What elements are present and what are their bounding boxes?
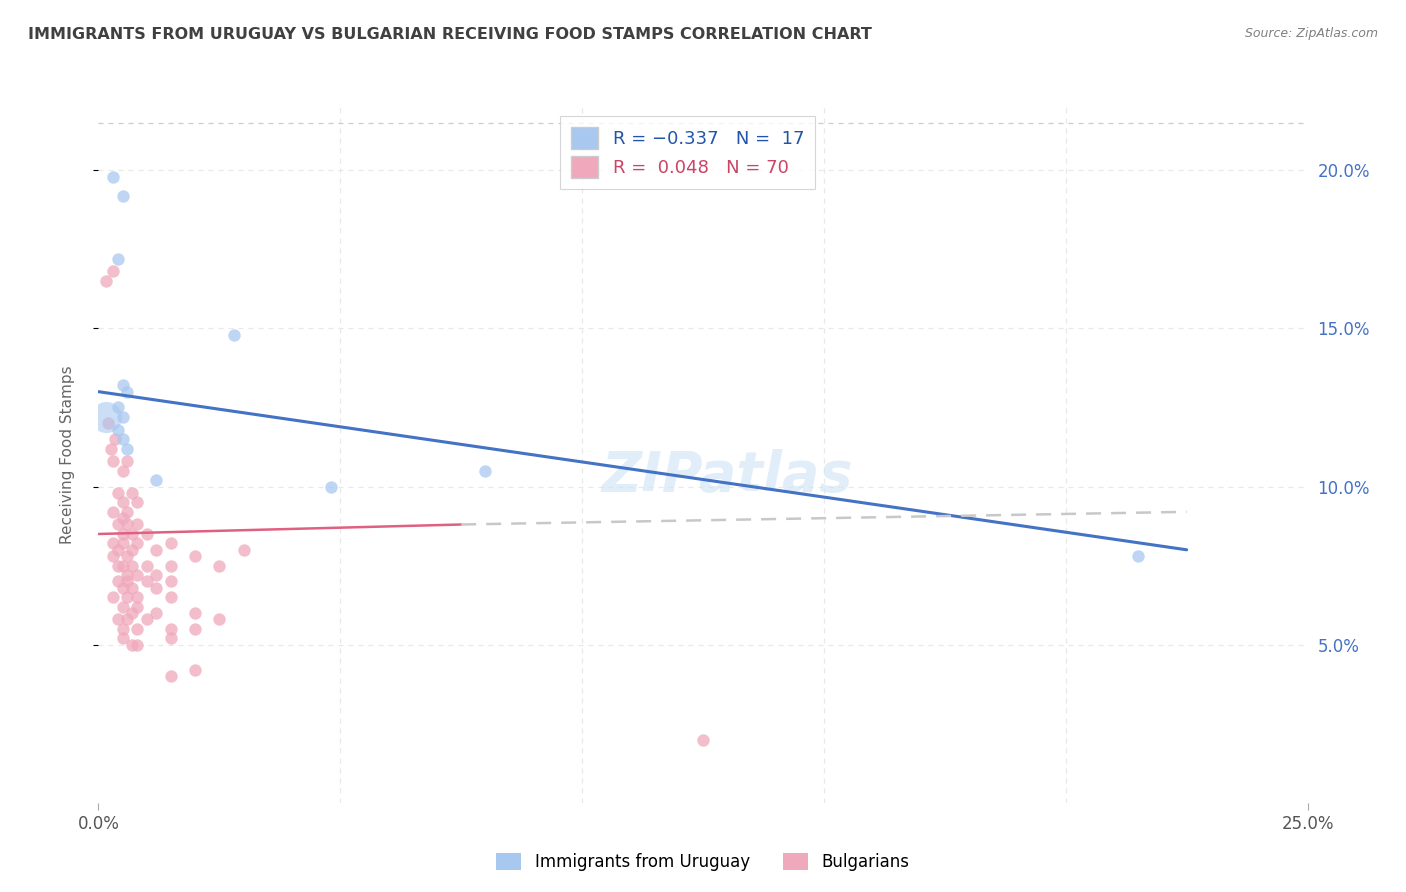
Point (101, 505, 124, 519)
Point (184, 606, 207, 620)
Point (117, 505, 139, 519)
Point (111, 599, 134, 614)
Point (117, 574, 139, 589)
Point (101, 536, 124, 550)
Point (135, 527, 157, 541)
Point (107, 558, 129, 573)
Point (145, 568, 167, 582)
Point (101, 169, 124, 184)
Point (222, 327, 245, 342)
Point (101, 454, 124, 468)
Point (135, 574, 157, 589)
Point (145, 581, 167, 595)
Text: IMMIGRANTS FROM URUGUAY VS BULGARIAN RECEIVING FOOD STAMPS CORRELATION CHART: IMMIGRANTS FROM URUGUAY VS BULGARIAN REC… (28, 27, 872, 42)
Point (107, 517, 129, 532)
Point (107, 486, 129, 500)
Point (121, 527, 143, 541)
Point (100, 442, 122, 456)
Point (107, 401, 129, 415)
Point (127, 536, 149, 550)
Point (127, 591, 149, 605)
Y-axis label: Receiving Food Stamps: Receiving Food Stamps (60, 366, 75, 544)
Point (184, 549, 207, 563)
Point (232, 542, 254, 557)
Point (127, 495, 149, 509)
Point (160, 536, 183, 550)
Point (111, 188, 134, 202)
Point (145, 606, 167, 620)
Point (135, 612, 157, 626)
Point (117, 568, 139, 582)
Point (135, 558, 157, 573)
Point (145, 542, 167, 557)
Point (117, 454, 139, 468)
Point (107, 542, 129, 557)
Point (111, 409, 134, 424)
Point (121, 558, 143, 573)
Point (111, 558, 134, 573)
Point (111, 581, 134, 595)
Point (160, 632, 183, 646)
Point (111, 378, 134, 392)
Point (121, 638, 143, 652)
Point (121, 486, 143, 500)
Point (101, 549, 124, 563)
Text: Source: ZipAtlas.com: Source: ZipAtlas.com (1244, 27, 1378, 40)
Point (1128, 549, 1150, 563)
Point (160, 669, 183, 683)
Point (160, 622, 183, 636)
Point (107, 423, 129, 437)
Point (111, 536, 134, 550)
Point (111, 511, 134, 525)
Point (117, 612, 139, 626)
Point (160, 591, 183, 605)
Point (111, 622, 134, 636)
Point (121, 606, 143, 620)
Point (111, 432, 134, 446)
Point (121, 581, 143, 595)
Point (97, 417, 120, 431)
Point (104, 432, 127, 446)
Point (107, 252, 129, 266)
Point (111, 495, 134, 509)
Point (127, 638, 149, 652)
Legend: Immigrants from Uruguay, Bulgarians: Immigrants from Uruguay, Bulgarians (489, 847, 917, 878)
Point (101, 264, 124, 278)
Point (107, 574, 129, 589)
Point (94, 409, 117, 424)
Point (107, 612, 129, 626)
Point (160, 574, 183, 589)
Point (184, 622, 207, 636)
Point (111, 527, 134, 541)
Point (127, 568, 149, 582)
Point (121, 542, 143, 557)
Point (692, 732, 714, 747)
Point (101, 591, 124, 605)
Point (117, 549, 139, 563)
Point (184, 663, 207, 677)
Point (111, 464, 134, 478)
Point (117, 442, 139, 456)
Point (127, 622, 149, 636)
Point (208, 558, 231, 573)
Text: ZIPatlas: ZIPatlas (602, 449, 853, 503)
Point (117, 384, 139, 399)
Point (127, 517, 149, 532)
Point (145, 473, 167, 487)
Point (319, 479, 342, 493)
Point (117, 517, 139, 532)
Point (208, 612, 231, 626)
Point (127, 599, 149, 614)
Point (111, 632, 134, 646)
Point (474, 464, 496, 478)
Point (94, 274, 117, 288)
Point (160, 558, 183, 573)
Point (117, 591, 139, 605)
